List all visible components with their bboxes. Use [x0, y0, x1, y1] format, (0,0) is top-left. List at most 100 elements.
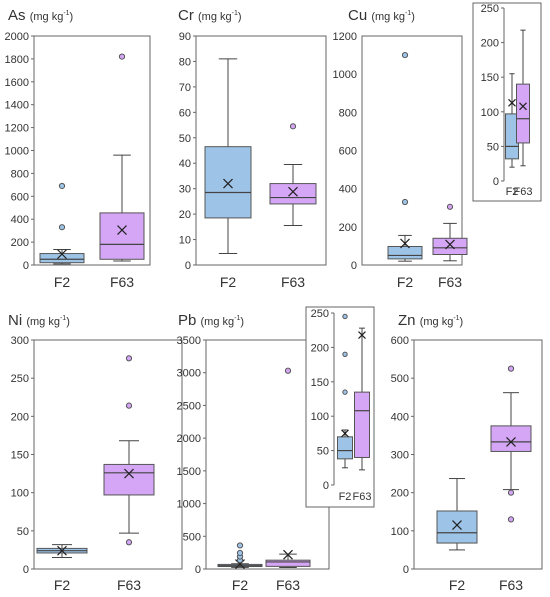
ytick-label-ni: 150 — [11, 450, 29, 462]
category-label-f2: F2 — [449, 577, 466, 593]
ytick-label-zn: 500 — [391, 373, 409, 385]
ytick-label-cr: 50 — [179, 133, 191, 145]
ytick-label-cr: 0 — [185, 260, 191, 272]
cr-f2-mean-marker — [223, 178, 233, 189]
element-label: Cu — [348, 7, 371, 24]
element-label: As — [8, 7, 30, 24]
unit-exponent: -1 — [234, 315, 240, 322]
zn-f63-outlier-1 — [507, 516, 515, 523]
ytick-label-zn: 400 — [391, 411, 409, 423]
inset-ytick-label-cu: 200 — [481, 38, 499, 50]
ytick-label-zn: 300 — [391, 450, 409, 462]
ytick-label-pb: 500 — [183, 531, 201, 543]
ytick-label-ni: 50 — [17, 526, 29, 538]
category-label-f63: F63 — [281, 274, 305, 290]
ytick-label-zn: 200 — [391, 488, 409, 500]
ni-f63-outlier-1 — [125, 539, 133, 546]
unit-close: ) — [238, 11, 242, 23]
ytick-label-cu: 0 — [351, 260, 357, 272]
zn-f63-outlier-3 — [507, 365, 515, 372]
pb-inset-f2-box — [337, 436, 353, 460]
element-label: Zn — [398, 312, 420, 329]
unit-label: (mg kg — [371, 11, 405, 23]
category-label-f2: F2 — [54, 274, 71, 290]
ytick-label-cr: 80 — [179, 56, 191, 68]
zn-f2-box — [436, 510, 478, 544]
ytick-label-ni: 0 — [23, 564, 29, 576]
ytick-label-cu: 800 — [339, 107, 357, 119]
ytick-label-pb: 1500 — [177, 466, 201, 478]
category-label-f63: F63 — [110, 274, 134, 290]
panel-ni: Ni (mg kg-1) 0 50 100 150 200 250 300 F2 F63 — [8, 312, 183, 593]
ytick-label-as: 0 — [23, 260, 29, 272]
ytick-label-as: 200 — [11, 237, 29, 249]
panel-cr: Cr (mg kg-1) 0 10 20 30 40 50 60 70 80 90 F2 F63 — [178, 7, 327, 290]
inset-ytick-label-pb: 50 — [317, 446, 329, 458]
pb-inset-f63-box — [354, 391, 370, 458]
category-label-f2: F2 — [397, 274, 414, 290]
ytick-label-pb: 1000 — [177, 499, 201, 511]
inset-ytick-label-cu: 100 — [481, 107, 499, 119]
pb-inset-f2-mean-marker — [341, 429, 349, 438]
pb-inset-f2-outlier-2 — [342, 351, 348, 357]
as-f2-outlier-2 — [58, 182, 66, 190]
ytick-label-as: 1800 — [5, 54, 29, 66]
inset-ytick-label-pb: 250 — [311, 308, 329, 320]
cr-f2-box — [204, 146, 252, 219]
panel-title-zn: Zn (mg kg-1) — [398, 312, 463, 329]
cu-f2-outlier-2 — [401, 51, 409, 59]
ni-f63-box — [103, 463, 155, 496]
panel-title-cu: Cu (mg kg-1) — [348, 7, 415, 24]
ytick-label-ni: 200 — [11, 411, 29, 423]
unit-close: ) — [70, 11, 74, 23]
ytick-label-as: 1600 — [5, 77, 29, 89]
ytick-label-pb: 2000 — [177, 433, 201, 445]
inset-category-label-f2: F2 — [506, 186, 519, 198]
panel-pb: Pb (mg kg-1)0500100015002000250030003500… — [177, 306, 375, 593]
inset-category-label-f63: F63 — [353, 491, 372, 503]
unit-label: (mg kg — [26, 316, 60, 328]
unit-label: (mg kg — [201, 316, 235, 328]
ytick-label-as: 800 — [11, 168, 29, 180]
category-label-f2: F2 — [220, 274, 237, 290]
ytick-label-cr: 20 — [179, 209, 191, 221]
ytick-label-zn: 0 — [403, 564, 409, 576]
as-f63-mean-marker — [117, 225, 127, 236]
ytick-label-cu: 400 — [339, 184, 357, 196]
inset-pb: 0 50 100 150 200 250 F2 F63 — [305, 306, 375, 508]
ytick-label-as: 2000 — [5, 31, 29, 43]
ytick-label-cu: 1000 — [333, 69, 357, 81]
as-f63-outlier-1 — [118, 53, 126, 60]
element-label: Ni — [8, 312, 26, 329]
category-label-f63: F63 — [438, 274, 462, 290]
as-f2-mean-marker — [57, 249, 67, 260]
unit-close: ) — [240, 316, 244, 328]
category-label-f63: F63 — [117, 577, 141, 593]
ytick-label-pb: 3500 — [177, 335, 201, 347]
cu-f63-box — [432, 237, 468, 256]
unit-close: ) — [66, 316, 70, 328]
panel-title-ni: Ni (mg kg-1) — [8, 312, 70, 329]
cu-f2-mean-marker — [400, 238, 410, 249]
plot-area-ni — [33, 339, 183, 570]
ytick-label-as: 600 — [11, 191, 29, 203]
inset-category-label-f2: F2 — [339, 491, 352, 503]
plot-area-cr — [195, 35, 327, 266]
cr-f63-outlier-1 — [289, 123, 297, 130]
category-label-f63: F63 — [276, 577, 300, 593]
unit-label: (mg kg — [198, 11, 232, 23]
ni-f63-outlier-3 — [125, 355, 133, 362]
pb-inset-f2-outlier-3 — [342, 313, 348, 320]
cu-f63-outlier-1 — [446, 203, 454, 210]
unit-exponent: -1 — [63, 10, 69, 17]
ytick-label-cr: 90 — [179, 31, 191, 43]
inset-ytick-label-pb: 0 — [323, 480, 329, 492]
ytick-label-ni: 100 — [11, 488, 29, 500]
pb-f63-box — [265, 559, 311, 567]
zn-f63-mean-marker — [506, 436, 516, 447]
pb-inset-f63-mean-marker — [358, 331, 366, 339]
as-f2-outlier-1 — [58, 224, 66, 231]
